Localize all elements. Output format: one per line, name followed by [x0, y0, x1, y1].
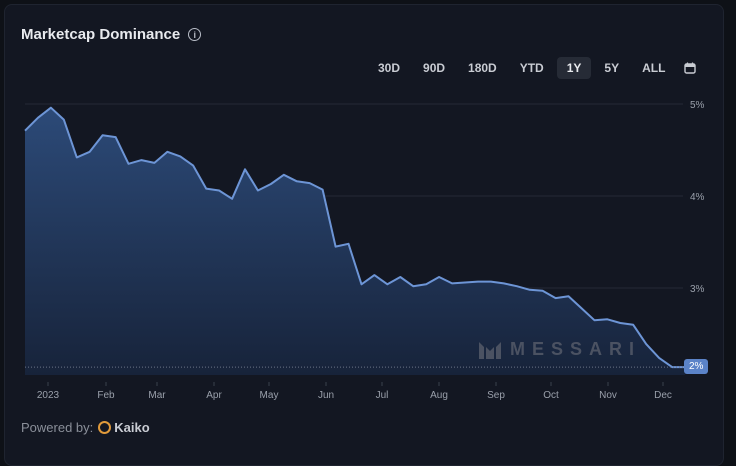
info-circle-icon[interactable]: i: [188, 28, 202, 41]
calendar-icon[interactable]: [684, 62, 697, 74]
kaiko-logo-icon: [98, 421, 112, 434]
x-tick-label: 2023: [37, 390, 60, 401]
watermark-text: MESSARI: [510, 338, 642, 359]
x-tick-label: Jun: [318, 390, 334, 401]
chart-title: Marketcap Dominance i: [21, 26, 202, 43]
time-range-selector: 30D 90D 180D YTD 1Y 5Y ALL: [368, 57, 697, 79]
powered-by-label: Powered by:: [21, 420, 94, 435]
range-ytd-button[interactable]: YTD: [519, 61, 544, 75]
range-180d-button[interactable]: 180D: [468, 61, 497, 75]
kaiko-link[interactable]: Kaiko: [98, 420, 150, 435]
series-line: [24, 106, 685, 369]
x-tick-label: Sep: [487, 390, 505, 401]
area-chart[interactable]: 5% 4% 3% 2023 Feb Mar Apr May Jun Jul Aug Sep Oct No…: [0, 0, 736, 446]
y-tick-label: 4%: [690, 192, 705, 203]
area-fill: [25, 107, 685, 375]
range-90d-button[interactable]: 90D: [423, 61, 446, 75]
x-tick-label: Apr: [206, 390, 222, 401]
range-1y-button[interactable]: 1Y: [556, 57, 592, 79]
x-tick-label: Nov: [599, 390, 617, 401]
chart-title-text: Marketcap Dominance: [21, 26, 181, 43]
powered-by: Powered by: Kaiko: [21, 420, 150, 435]
messari-watermark: MESSARI: [478, 338, 641, 360]
range-all-button[interactable]: ALL: [642, 61, 666, 75]
current-value-badge: 2%: [684, 359, 709, 374]
x-tick-label: Oct: [543, 390, 559, 401]
x-tick-label: Feb: [97, 390, 115, 401]
range-30d-button[interactable]: 30D: [378, 61, 401, 75]
range-5y-button[interactable]: 5Y: [604, 61, 620, 75]
x-axis: 2023 Feb Mar Apr May Jun Jul Aug Sep Oct Nov Dec: [37, 382, 672, 401]
x-tick-label: May: [260, 390, 279, 401]
y-tick-label: 3%: [690, 284, 705, 295]
kaiko-text: Kaiko: [114, 420, 150, 435]
x-tick-label: Dec: [654, 390, 672, 401]
x-tick-label: Mar: [148, 390, 166, 401]
y-tick-label: 5%: [690, 100, 705, 111]
x-tick-label: Aug: [430, 390, 448, 401]
y-axis: 5% 4% 3%: [690, 100, 705, 295]
x-tick-label: Jul: [376, 390, 389, 401]
messari-logo-icon: [479, 342, 501, 359]
